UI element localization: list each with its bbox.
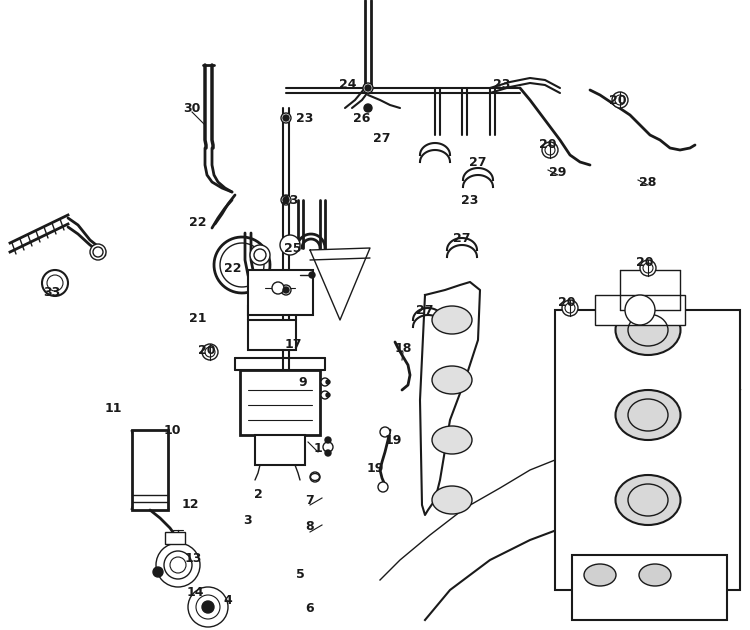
Bar xyxy=(240,370,320,435)
Text: 27: 27 xyxy=(416,304,434,316)
Text: 9: 9 xyxy=(298,377,307,389)
Circle shape xyxy=(325,450,331,456)
Bar xyxy=(572,555,727,620)
Circle shape xyxy=(378,482,388,492)
Ellipse shape xyxy=(639,564,671,586)
Ellipse shape xyxy=(616,305,680,355)
Text: 33: 33 xyxy=(44,285,61,299)
Bar xyxy=(555,310,740,590)
Text: 17: 17 xyxy=(284,338,302,352)
Text: 2: 2 xyxy=(254,488,262,501)
Text: 5: 5 xyxy=(296,568,304,581)
Circle shape xyxy=(281,285,291,295)
Text: 27: 27 xyxy=(453,231,471,244)
Circle shape xyxy=(321,378,329,386)
Ellipse shape xyxy=(432,366,472,394)
Ellipse shape xyxy=(616,475,680,525)
Bar xyxy=(595,295,685,325)
Circle shape xyxy=(363,83,373,93)
Circle shape xyxy=(309,272,315,278)
Circle shape xyxy=(365,85,371,91)
Bar xyxy=(248,320,296,350)
Ellipse shape xyxy=(616,390,680,440)
Circle shape xyxy=(153,567,163,577)
Circle shape xyxy=(380,427,390,437)
Circle shape xyxy=(640,260,656,276)
Circle shape xyxy=(562,300,578,316)
Circle shape xyxy=(364,104,372,112)
Circle shape xyxy=(156,543,200,587)
Circle shape xyxy=(321,391,329,399)
Text: 14: 14 xyxy=(186,585,204,598)
Circle shape xyxy=(188,587,228,627)
Bar xyxy=(165,532,185,544)
Text: 23: 23 xyxy=(281,193,298,207)
Ellipse shape xyxy=(432,306,472,334)
Circle shape xyxy=(164,551,192,579)
Circle shape xyxy=(625,295,655,325)
Circle shape xyxy=(272,282,284,294)
Circle shape xyxy=(281,195,291,205)
Circle shape xyxy=(325,437,331,443)
Text: 23: 23 xyxy=(494,79,511,91)
Text: 10: 10 xyxy=(164,423,181,437)
Circle shape xyxy=(310,472,320,482)
Bar xyxy=(255,435,305,465)
Text: 23: 23 xyxy=(296,112,314,125)
Text: 28: 28 xyxy=(639,176,657,188)
Bar xyxy=(132,430,168,510)
Text: 30: 30 xyxy=(183,101,201,115)
Circle shape xyxy=(93,247,103,257)
Circle shape xyxy=(326,380,330,384)
Text: 20: 20 xyxy=(636,256,654,268)
Text: 13: 13 xyxy=(184,551,202,564)
Text: 22: 22 xyxy=(224,261,242,275)
Text: 20: 20 xyxy=(609,93,627,106)
Circle shape xyxy=(283,287,289,293)
Circle shape xyxy=(542,142,558,158)
Text: 11: 11 xyxy=(104,401,122,415)
Text: 23: 23 xyxy=(461,193,478,207)
Circle shape xyxy=(280,235,300,255)
Text: 18: 18 xyxy=(394,341,412,355)
Text: 19: 19 xyxy=(366,462,384,474)
Circle shape xyxy=(323,442,333,452)
Text: 24: 24 xyxy=(339,79,357,91)
Text: 8: 8 xyxy=(306,520,314,534)
Text: 20: 20 xyxy=(198,343,216,357)
Circle shape xyxy=(202,601,214,613)
Text: 6: 6 xyxy=(306,602,314,614)
Text: 3: 3 xyxy=(244,513,252,527)
Ellipse shape xyxy=(432,426,472,454)
Text: 25: 25 xyxy=(284,241,302,255)
Bar xyxy=(248,270,313,315)
Text: 29: 29 xyxy=(549,166,567,178)
Text: 22: 22 xyxy=(189,215,207,229)
Circle shape xyxy=(281,113,291,123)
Text: 27: 27 xyxy=(470,156,487,168)
Text: 19: 19 xyxy=(384,433,402,447)
Text: 1: 1 xyxy=(314,442,322,454)
Text: 7: 7 xyxy=(306,493,314,507)
Text: 12: 12 xyxy=(182,498,199,512)
Text: 4: 4 xyxy=(224,593,232,607)
Circle shape xyxy=(202,344,218,360)
Circle shape xyxy=(254,249,266,261)
Circle shape xyxy=(283,197,289,203)
Text: 26: 26 xyxy=(353,112,370,125)
Circle shape xyxy=(90,244,106,260)
Text: 20: 20 xyxy=(558,295,576,309)
Ellipse shape xyxy=(432,486,472,514)
Text: 20: 20 xyxy=(539,139,556,151)
Circle shape xyxy=(250,245,270,265)
Circle shape xyxy=(612,92,628,108)
Circle shape xyxy=(283,115,289,121)
Circle shape xyxy=(326,393,330,397)
Text: 21: 21 xyxy=(189,311,207,324)
Text: 27: 27 xyxy=(374,132,391,144)
Ellipse shape xyxy=(584,564,616,586)
